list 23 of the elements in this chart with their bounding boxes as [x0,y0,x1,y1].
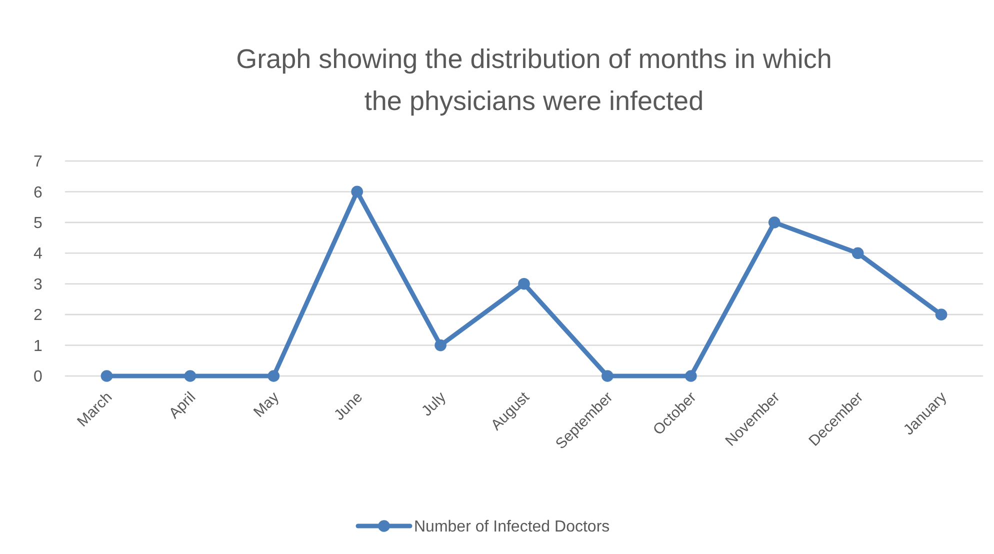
y-tick-label: 1 [34,338,43,355]
point [351,186,364,198]
x-tick-label: May [250,388,283,421]
point [852,247,864,260]
point [935,308,948,320]
y-tick-label: 4 [34,246,43,263]
point [184,370,196,382]
y-tick-label: 3 [34,276,43,294]
x-tick-label: July [418,388,450,420]
chart-title: Graph showing the distribution of months in which the physicians were infected [236,44,832,116]
y-tick-label: 7 [34,154,43,171]
y-tick-label: 2 [34,307,43,324]
point [602,370,614,382]
y-tick-label: 0 [34,368,43,386]
y-tick-label: 5 [34,215,43,232]
y-tick-label: 6 [34,184,43,202]
point [518,278,530,290]
point [434,339,446,352]
point [100,370,113,382]
point [268,370,280,382]
legend-label: Number of Infected Doctors [414,518,610,536]
point [768,216,780,228]
point [684,370,697,382]
